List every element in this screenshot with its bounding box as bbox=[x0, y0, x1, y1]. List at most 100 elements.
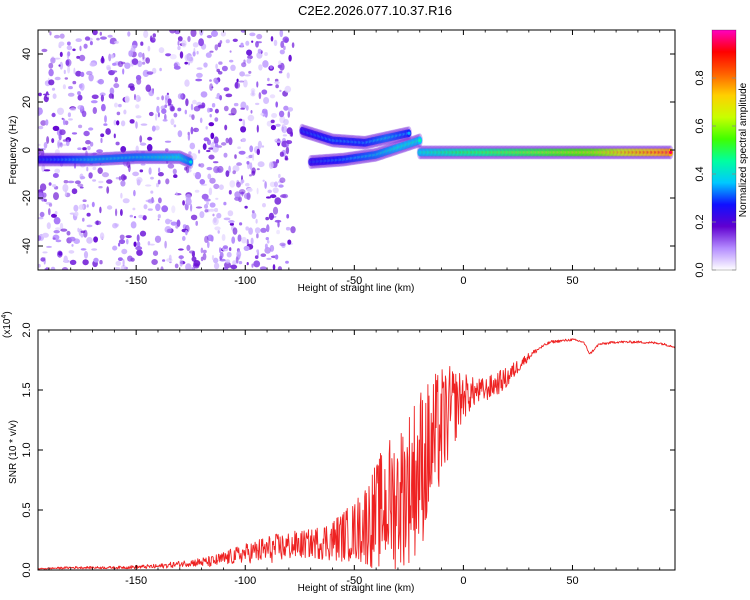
spectrogram-noise-blob bbox=[136, 241, 141, 248]
spectrogram-noise-blob bbox=[145, 57, 150, 64]
spectrogram-noise-blob bbox=[49, 31, 52, 36]
spectrogram-noise-blob bbox=[59, 33, 65, 39]
spectrogram-noise-blob bbox=[200, 91, 208, 98]
spectrogram-noise-blob bbox=[202, 249, 207, 254]
spectrogram-noise-blob bbox=[228, 220, 235, 224]
spectrogram-noise-blob bbox=[40, 120, 47, 126]
spectrogram-noise-blob bbox=[38, 107, 43, 115]
spectrogram-noise-blob bbox=[238, 118, 243, 122]
spectrogram-noise-blob bbox=[165, 53, 172, 57]
spectrogram-noise-blob bbox=[67, 112, 71, 118]
spectrogram-noise-blob bbox=[274, 81, 280, 85]
spectrogram-noise-blob bbox=[243, 245, 250, 251]
spectrogram-noise-blob bbox=[245, 105, 249, 111]
spectrogram-noise-blob bbox=[111, 70, 118, 73]
figure-title: C2E2.2026.077.10.37.R16 bbox=[298, 3, 452, 18]
spectrogram-noise-blob bbox=[120, 146, 127, 153]
snr-x-tick-label: 0 bbox=[460, 575, 466, 587]
spectrogram-noise-blob bbox=[152, 33, 156, 38]
spectrogram-noise-blob bbox=[184, 79, 190, 87]
spectrogram-noise-blob bbox=[150, 190, 154, 194]
spectrogram-noise-blob bbox=[199, 211, 205, 219]
spectrogram-noise-blob bbox=[177, 93, 184, 100]
spectrogram-y-tick-label: 20 bbox=[21, 96, 33, 108]
spectrogram-noise-blob bbox=[100, 94, 104, 102]
spectrogram-noise-blob bbox=[286, 72, 290, 79]
spectrogram-noise-blob bbox=[41, 48, 48, 53]
spectrogram-noise-blob bbox=[204, 209, 209, 213]
spectrogram-noise-blob bbox=[219, 247, 222, 254]
spectrogram-noise-blob bbox=[64, 77, 69, 80]
spectrogram-noise-blob bbox=[245, 40, 250, 46]
spectrogram-noise-blob bbox=[288, 54, 292, 62]
spectrogram-noise-blob bbox=[40, 149, 45, 157]
snr-y-multiplier: (x104) bbox=[1, 311, 13, 338]
spectrogram-noise-blob bbox=[182, 236, 186, 241]
spectrogram-noise-blob bbox=[201, 193, 209, 200]
spectrogram-noise-blob bbox=[188, 114, 193, 118]
spectrogram-noise-blob bbox=[101, 103, 106, 112]
spectrogram-noise-blob bbox=[60, 228, 68, 232]
snr-x-tick-label: -50 bbox=[346, 575, 362, 587]
spectrogram-noise-blob bbox=[279, 30, 284, 38]
spectrogram-noise-blob bbox=[52, 93, 57, 99]
spectrogram-noise-blob bbox=[225, 170, 230, 178]
spectrogram-noise-blob bbox=[122, 198, 130, 204]
spectrogram-noise-blob bbox=[136, 249, 143, 256]
spectrogram-noise-blob bbox=[68, 250, 75, 254]
spectrogram-noise-blob bbox=[284, 38, 289, 44]
spectrogram-noise-blob bbox=[167, 98, 172, 106]
spectrogram-noise-blob bbox=[145, 184, 152, 187]
spectrogram-noise-blob bbox=[213, 217, 217, 223]
spectrogram-noise-blob bbox=[226, 251, 232, 258]
spectrogram-noise-blob bbox=[42, 251, 48, 254]
spectrogram-noise-blob bbox=[276, 229, 280, 235]
spectrogram-noise-blob bbox=[275, 159, 280, 164]
spectrogram-noise-blob bbox=[213, 166, 220, 174]
spectrogram-x-tick-label: -50 bbox=[346, 275, 362, 287]
spectrogram-noise-blob bbox=[274, 181, 278, 188]
spectrogram-noise-blob bbox=[140, 150, 146, 154]
spectrogram-noise-blob bbox=[59, 129, 66, 136]
spectrogram-noise-blob bbox=[52, 173, 59, 178]
snr-x-tick-label: -100 bbox=[234, 575, 256, 587]
spectrogram-noise-blob bbox=[58, 41, 65, 47]
spectrogram-noise-blob bbox=[254, 227, 261, 234]
spectrogram-noise-blob bbox=[143, 30, 149, 38]
spectrogram-noise-blob bbox=[92, 179, 97, 182]
spectrogram-noise-blob bbox=[257, 161, 265, 168]
spectrogram-noise-blob bbox=[192, 42, 199, 48]
spectrogram-noise-blob bbox=[256, 81, 259, 88]
spectrogram-noise-blob bbox=[161, 205, 169, 213]
spectrogram-noise-blob bbox=[58, 251, 63, 256]
spectrogram-noise-blob bbox=[241, 236, 247, 244]
spectrogram-noise-blob bbox=[120, 61, 126, 65]
spectrogram-noise-blob bbox=[83, 130, 90, 137]
spectrogram-noise-blob bbox=[146, 71, 154, 75]
spectrogram-noise-blob bbox=[123, 175, 127, 180]
spectrogram-noise-blob bbox=[173, 65, 181, 70]
spectrogram-noise-blob bbox=[165, 218, 171, 225]
spectrogram-noise-blob bbox=[279, 151, 284, 157]
spectrogram-noise-blob bbox=[114, 102, 118, 108]
spectrogram-noise-blob bbox=[247, 114, 255, 122]
spectrogram-noise-blob bbox=[240, 42, 244, 47]
spectrogram-noise-blob bbox=[53, 192, 59, 201]
spectrogram-noise-blob bbox=[73, 67, 76, 75]
spectrogram-noise-blob bbox=[81, 110, 87, 118]
spectrogram-noise-blob bbox=[139, 169, 144, 173]
spectrogram-noise-blob bbox=[277, 266, 282, 270]
spectrogram-noise-blob bbox=[150, 176, 154, 180]
spectrogram-noise-blob bbox=[89, 41, 93, 46]
spectrogram-noise-blob bbox=[43, 198, 47, 202]
spectrogram-noise-blob bbox=[86, 212, 91, 217]
spectrogram-noise-blob bbox=[185, 263, 192, 270]
spectrogram-noise-blob bbox=[67, 65, 71, 74]
spectrogram-noise-blob bbox=[229, 247, 232, 252]
spectrogram-noise-blob bbox=[225, 93, 233, 98]
spectrogram-y-tick-label: -40 bbox=[21, 238, 33, 254]
spectrogram-noise-blob bbox=[195, 206, 203, 209]
spectrogram-noise-blob bbox=[170, 118, 175, 126]
spectrogram-noise-blob bbox=[88, 172, 93, 179]
spectrogram-noise-blob bbox=[93, 257, 99, 263]
